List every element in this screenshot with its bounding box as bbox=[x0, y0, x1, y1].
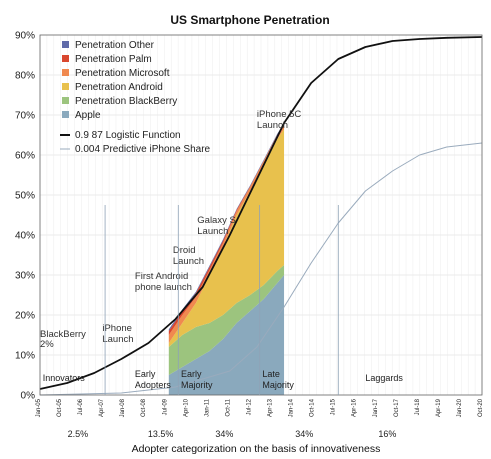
logistic-line bbox=[39, 36, 483, 390]
x-tick-label: Jul-18 bbox=[415, 398, 421, 415]
y-tick-label: 60% bbox=[15, 151, 35, 162]
y-tick-label: 90% bbox=[15, 31, 35, 42]
legend-label: Penetration Palm bbox=[75, 54, 152, 65]
area-series bbox=[168, 124, 285, 335]
x-tick-label: Oct-14 bbox=[310, 398, 316, 417]
segment-percent: 34% bbox=[295, 429, 313, 439]
annotation-label: Launch bbox=[102, 334, 133, 345]
x-tick-label: Oct-05 bbox=[57, 398, 63, 417]
legend-label: Penetration Android bbox=[75, 82, 163, 93]
x-tick-label: Jan-14 bbox=[289, 398, 295, 417]
x-tick-label: Jan-08 bbox=[120, 398, 126, 417]
annotation-label: Droid bbox=[173, 245, 196, 256]
adopter-segments: Innovators2.5%EarlyAdopters13.5%EarlyMaj… bbox=[43, 205, 403, 439]
annotation-label: iPhone 5C bbox=[257, 109, 302, 120]
y-tick-label: 80% bbox=[15, 71, 35, 82]
annotation-label: phone launch bbox=[135, 282, 192, 293]
legend-swatch bbox=[62, 83, 69, 90]
legend-swatch bbox=[62, 97, 69, 104]
x-tick-label: Jul-09 bbox=[162, 398, 168, 415]
plot-frame bbox=[39, 34, 483, 396]
segment-percent: 13.5% bbox=[148, 429, 174, 439]
segment-name: Majority bbox=[262, 380, 294, 390]
x-tick-label: Jan-20 bbox=[457, 398, 463, 417]
x-tick-label: Jan-05 bbox=[36, 398, 42, 417]
x-tick-label: Jan-11 bbox=[204, 398, 210, 417]
legend-label: Penetration Microsoft bbox=[75, 68, 170, 79]
segment-percent: 2.5% bbox=[68, 429, 89, 439]
area-series bbox=[168, 125, 285, 343]
y-tick-label: 40% bbox=[15, 231, 35, 242]
x-tick-label: Jan-17 bbox=[373, 398, 379, 417]
y-axis-ticks: 0% 10% 20% 30% 40% 50% 60% 70% 80% 90% bbox=[15, 31, 35, 402]
legend-label: 0.004 Predictive iPhone Share bbox=[75, 144, 211, 155]
legend-label: Penetration Other bbox=[75, 40, 155, 51]
y-tick-label: 0% bbox=[21, 391, 36, 402]
predictive-iphone-line bbox=[39, 142, 483, 396]
y-tick-label: 70% bbox=[15, 111, 35, 122]
x-axis-ticks: Jan-05 Oct-05 Jul-06 Apr-07 Jan-08 Oct-08 Jul-… bbox=[36, 398, 484, 417]
x-tick-label: Jul-12 bbox=[246, 398, 252, 415]
x-tick-label: Oct-20 bbox=[478, 398, 484, 417]
annotation-label: Launch bbox=[173, 256, 204, 267]
segment-name: Early bbox=[181, 369, 202, 379]
x-axis-label: Adopter categorization on the basis of i… bbox=[132, 443, 381, 455]
annotation-label: First Android bbox=[135, 271, 188, 282]
segment-name: Majority bbox=[181, 380, 213, 390]
segment-percent: 16% bbox=[378, 429, 396, 439]
x-tick-label: Jul-15 bbox=[331, 398, 337, 415]
segment-percent: 34% bbox=[215, 429, 233, 439]
annotation-label: iPhone bbox=[102, 323, 132, 334]
chart-title: US Smartphone Penetration bbox=[170, 13, 329, 27]
x-tick-label: Apr-13 bbox=[268, 398, 274, 417]
legend-swatch bbox=[62, 41, 69, 48]
legend: Penetration Other Penetration Palm Penetra… bbox=[60, 40, 211, 155]
legend-label: 0.9 87 Logistic Function bbox=[75, 130, 181, 141]
area-series bbox=[168, 265, 285, 375]
x-tick-label: Oct-08 bbox=[141, 398, 147, 417]
annotation-label: Launch bbox=[197, 226, 228, 237]
legend-label: Penetration BlackBerry bbox=[75, 96, 177, 107]
x-tick-label: Apr-10 bbox=[183, 398, 189, 417]
annotation-label: BlackBerry bbox=[40, 329, 86, 340]
segment-name: Late bbox=[262, 369, 280, 379]
x-tick-label: Jul-06 bbox=[78, 398, 84, 415]
segment-name: Laggards bbox=[365, 373, 403, 383]
y-tick-label: 50% bbox=[15, 191, 35, 202]
x-tick-label: Apr-07 bbox=[99, 398, 105, 417]
legend-label: Apple bbox=[75, 110, 101, 121]
segment-name: Innovators bbox=[43, 373, 86, 383]
segment-name: Early bbox=[135, 369, 156, 379]
legend-swatch bbox=[62, 111, 69, 118]
x-tick-label: Apr-19 bbox=[436, 398, 442, 417]
annotation-label: Launch bbox=[257, 120, 288, 131]
legend-swatch bbox=[62, 69, 69, 76]
x-tick-label: Apr-16 bbox=[352, 398, 358, 417]
y-tick-label: 20% bbox=[15, 311, 35, 322]
annotation-label: 2% bbox=[40, 339, 54, 350]
x-tick-label: Oct-11 bbox=[225, 398, 231, 416]
annotation-label: Galaxy S bbox=[197, 215, 236, 226]
legend-swatch bbox=[62, 55, 69, 62]
y-tick-label: 30% bbox=[15, 271, 35, 282]
y-tick-label: 10% bbox=[15, 351, 35, 362]
curve-layer bbox=[39, 36, 483, 396]
x-tick-label: Oct-17 bbox=[394, 398, 400, 417]
segment-name: Adopters bbox=[135, 380, 172, 390]
